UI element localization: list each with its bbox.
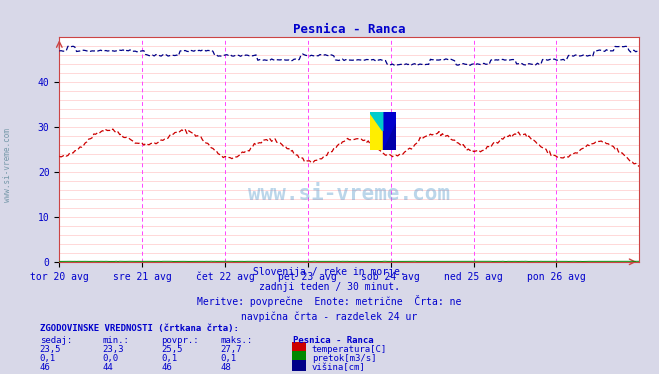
Text: 0,1: 0,1 [161, 354, 177, 363]
Text: 0,1: 0,1 [221, 354, 237, 363]
Text: 0,0: 0,0 [102, 354, 118, 363]
Text: 44: 44 [102, 363, 113, 372]
Text: pretok[m3/s]: pretok[m3/s] [312, 354, 376, 363]
Text: višina[cm]: višina[cm] [312, 363, 366, 372]
Polygon shape [370, 112, 383, 131]
Bar [370, 112, 383, 150]
Text: ZGODOVINSKE VREDNOSTI (črtkana črta):: ZGODOVINSKE VREDNOSTI (črtkana črta): [40, 324, 239, 333]
Text: Meritve: povprečne  Enote: metrične  Črta: ne: Meritve: povprečne Enote: metrične Črta:… [197, 295, 462, 307]
Text: 0,1: 0,1 [40, 354, 55, 363]
Text: 46: 46 [161, 363, 172, 372]
Text: povpr.:: povpr.: [161, 336, 199, 345]
Text: 23,5: 23,5 [40, 345, 61, 354]
Bar [383, 112, 396, 150]
Title: Pesnica - Ranca: Pesnica - Ranca [293, 23, 405, 36]
Text: 23,3: 23,3 [102, 345, 124, 354]
Text: maks.:: maks.: [221, 336, 253, 345]
Text: sedaj:: sedaj: [40, 336, 72, 345]
Text: 27,7: 27,7 [221, 345, 243, 354]
Text: min.:: min.: [102, 336, 129, 345]
Text: temperatura[C]: temperatura[C] [312, 345, 387, 354]
Text: navpična črta - razdelek 24 ur: navpična črta - razdelek 24 ur [241, 311, 418, 322]
Text: www.si-vreme.com: www.si-vreme.com [248, 184, 450, 205]
Text: Slovenija / reke in morje.: Slovenija / reke in morje. [253, 267, 406, 277]
Text: 25,5: 25,5 [161, 345, 183, 354]
Polygon shape [383, 123, 396, 150]
Text: zadnji teden / 30 minut.: zadnji teden / 30 minut. [259, 282, 400, 292]
Text: www.si-vreme.com: www.si-vreme.com [3, 128, 13, 202]
Text: 48: 48 [221, 363, 231, 372]
Text: Pesnica - Ranca: Pesnica - Ranca [293, 336, 374, 345]
Text: 46: 46 [40, 363, 50, 372]
